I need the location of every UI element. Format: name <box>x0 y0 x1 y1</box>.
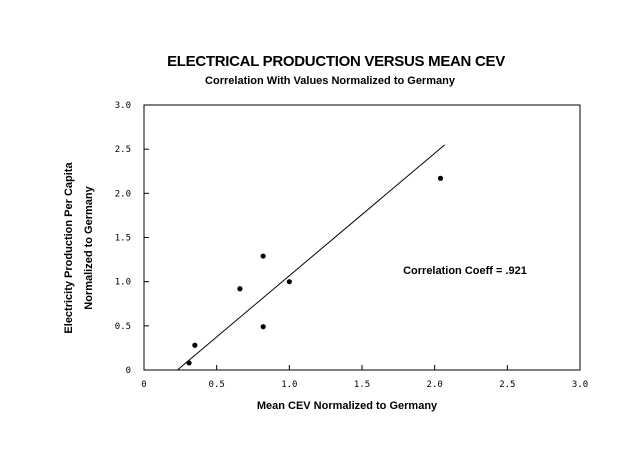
data-points <box>186 175 444 366</box>
y-tick-label: 2.0 <box>115 189 131 199</box>
data-point <box>186 360 192 366</box>
y-axis-label-line-1: Electricity Production Per Capita <box>63 162 75 334</box>
x-axis: 0 0.5 1.0 1.5 2.0 2.5 3.0 <box>141 365 588 390</box>
x-tick-label: 1.5 <box>354 380 370 390</box>
data-point <box>286 279 292 285</box>
y-axis-label-line-2: Normalized to Germany <box>83 185 95 309</box>
y-axis: 0 0.5 1.0 1.5 2.0 2.5 3.0 <box>115 101 149 376</box>
correlation-annotation: Correlation Coeff = .921 <box>403 265 527 277</box>
data-point <box>260 324 266 330</box>
data-point <box>237 286 243 292</box>
x-axis-label: Mean CEV Normalized to Germany <box>257 400 438 412</box>
x-tick-label: 2.5 <box>499 380 515 390</box>
data-point <box>192 342 198 348</box>
x-tick-label: 1.0 <box>281 380 297 390</box>
x-tick-label: 2.0 <box>427 380 443 390</box>
data-point <box>437 175 444 181</box>
y-tick-label: 1.5 <box>115 234 131 244</box>
chart-title: ELECTRICAL PRODUCTION VERSUS MEAN CEV <box>167 53 505 70</box>
y-tick-label: 2.5 <box>115 145 131 155</box>
x-tick-label: 3.0 <box>572 380 588 390</box>
plot-frame <box>143 104 581 371</box>
y-tick-label: 3.0 <box>115 101 131 111</box>
y-axis-label: Electricity Production Per Capita Normal… <box>63 162 95 334</box>
y-tick-label: 0.5 <box>115 322 131 332</box>
x-tick-label: 0 <box>141 380 146 390</box>
y-tick-label: 1.0 <box>115 278 131 288</box>
data-point <box>260 253 266 259</box>
regression-line <box>177 144 446 371</box>
chart-subtitle: Correlation With Values Normalized to Ge… <box>205 75 456 87</box>
y-tick-label: 0 <box>126 366 131 376</box>
x-tick-label: 0.5 <box>209 380 225 390</box>
